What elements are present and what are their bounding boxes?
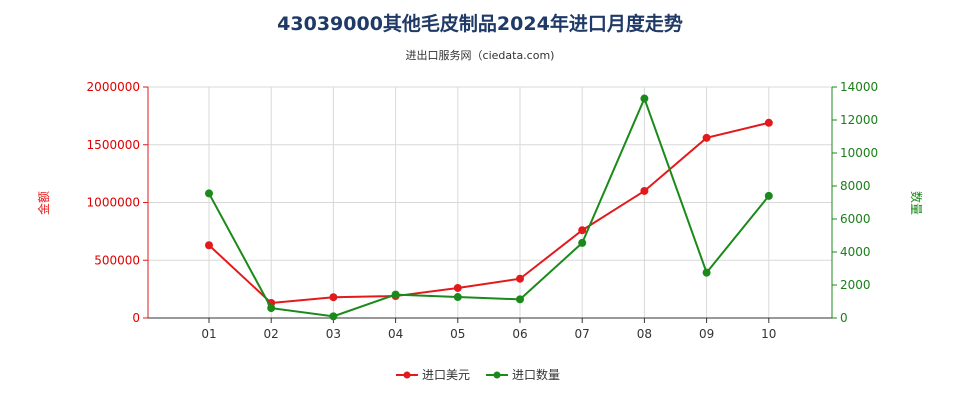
x-tick-label: 05 xyxy=(450,327,465,341)
x-tick-label: 03 xyxy=(326,327,341,341)
series-layer xyxy=(205,94,773,321)
right-tick-label: 8000 xyxy=(840,179,871,193)
left-tick-label: 1000000 xyxy=(87,196,140,210)
legend[interactable]: 进口美元 进口数量 xyxy=(396,367,560,382)
right-axis-ticks: 0 2000 4000 6000 8000 10000 12000 14000 xyxy=(832,80,878,325)
x-tick-label: 01 xyxy=(201,327,216,341)
legend-marker-amount xyxy=(403,371,411,379)
right-tick-label: 12000 xyxy=(840,113,878,127)
data-point-amount[interactable] xyxy=(640,186,649,195)
right-tick-label: 6000 xyxy=(840,212,871,226)
right-axis-label: 数量 xyxy=(909,191,924,215)
data-point-amount[interactable] xyxy=(578,226,587,235)
left-axis-ticks: 0 500000 1000000 1500000 2000000 xyxy=(87,80,148,325)
data-point-quantity[interactable] xyxy=(578,238,587,247)
legend-marker-quantity xyxy=(493,371,501,379)
data-point-amount[interactable] xyxy=(702,133,711,142)
data-point-quantity[interactable] xyxy=(205,189,213,198)
data-point-quantity[interactable] xyxy=(516,295,524,304)
data-point-quantity[interactable] xyxy=(329,312,338,321)
left-axis-label: 金额 xyxy=(36,191,51,215)
grid-lines xyxy=(148,86,832,319)
series-line-amount xyxy=(208,121,770,305)
right-tick-label: 0 xyxy=(840,311,848,325)
legend-item-amount[interactable]: 进口美元 xyxy=(396,368,470,382)
legend-label-amount: 进口美元 xyxy=(422,368,470,382)
data-point-quantity[interactable] xyxy=(453,293,462,302)
x-axis-ticks: 01 02 03 04 05 06 07 08 09 10 xyxy=(201,318,776,341)
data-point-quantity[interactable] xyxy=(391,290,400,299)
x-tick-label: 08 xyxy=(637,327,652,341)
data-point-quantity[interactable] xyxy=(764,191,773,200)
data-point-amount[interactable] xyxy=(329,293,338,302)
data-point-amount[interactable] xyxy=(205,241,213,250)
data-point-quantity[interactable] xyxy=(702,268,711,277)
x-tick-label: 04 xyxy=(388,327,403,341)
legend-label-quantity: 进口数量 xyxy=(512,367,560,382)
left-tick-label: 0 xyxy=(132,311,140,325)
x-tick-label: 02 xyxy=(264,327,279,341)
data-point-quantity[interactable] xyxy=(640,94,649,103)
x-tick-label: 10 xyxy=(761,327,776,341)
right-tick-label: 2000 xyxy=(840,278,871,292)
right-tick-label: 14000 xyxy=(840,80,878,94)
left-tick-label: 2000000 xyxy=(87,80,140,94)
legend-item-quantity[interactable]: 进口数量 xyxy=(486,367,560,382)
x-tick-label: 06 xyxy=(512,327,527,341)
data-point-amount[interactable] xyxy=(516,274,524,283)
data-point-amount[interactable] xyxy=(453,283,462,292)
chart-title: 43039000其他毛皮制品2024年进口月度走势 xyxy=(277,12,683,35)
data-point-quantity[interactable] xyxy=(267,304,276,313)
x-tick-label: 07 xyxy=(575,327,590,341)
right-tick-label: 10000 xyxy=(840,146,878,160)
left-tick-label: 500000 xyxy=(94,253,140,267)
right-tick-label: 4000 xyxy=(840,245,871,259)
left-tick-label: 1500000 xyxy=(87,138,140,152)
data-point-amount[interactable] xyxy=(764,118,773,127)
chart-subtitle: 进出口服务网（ciedata.com) xyxy=(406,48,555,62)
x-tick-label: 09 xyxy=(699,327,714,341)
series-line-quantity xyxy=(208,95,770,318)
